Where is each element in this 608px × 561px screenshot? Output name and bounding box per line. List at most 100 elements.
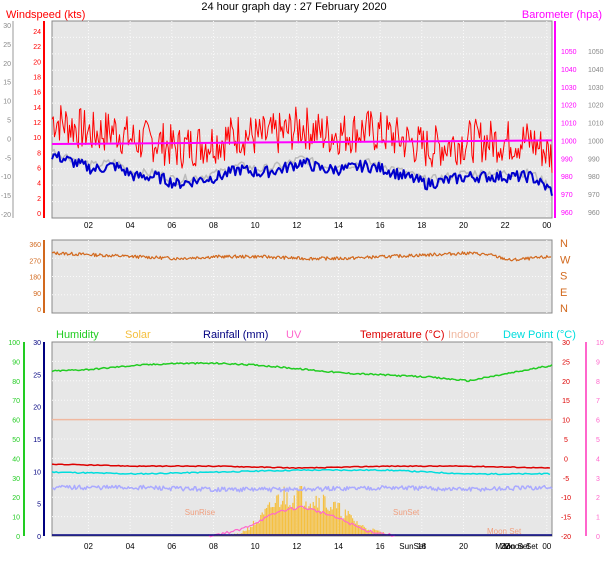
- baro-y-tick-label: 990: [561, 156, 573, 163]
- rain-y-tick-label: 15: [33, 437, 41, 444]
- rain-y-tick-label: 0: [37, 534, 41, 541]
- temperature-panel: 0102030405060708090100051015202530-20-15…: [8, 329, 604, 551]
- uv-y-tick-label: 1: [596, 515, 600, 522]
- temp-y-tick-label: 10: [562, 418, 570, 425]
- outer-right-tick-label: 980: [588, 174, 600, 181]
- temperature-x-tick-label: 12: [292, 542, 301, 551]
- direction-compass-label: E: [560, 287, 567, 299]
- wind-y-tick-label: 0: [37, 211, 41, 218]
- temperature-legend-label: Rainfall (mm): [203, 329, 268, 341]
- wind-x-tick-label: 04: [126, 221, 135, 230]
- temperature-x-tick-label: 00: [542, 542, 551, 551]
- temp-y-tick-label: 20: [562, 379, 570, 386]
- wind-direction-line: [51, 251, 552, 262]
- temp-y-tick-label: -10: [561, 495, 571, 502]
- wind-x-tick-label: 22: [501, 221, 510, 230]
- rain-y-tick-label: 25: [33, 372, 41, 379]
- outer-left-tick-label: -20: [1, 212, 11, 219]
- direction-compass-label: S: [560, 271, 567, 283]
- direction-y-tick-label: 270: [29, 258, 41, 265]
- outer-left-tick-label: 20: [3, 61, 11, 68]
- temperature-x-tick-label: 10: [251, 542, 260, 551]
- outer-right-tick-label: 1030: [588, 85, 604, 92]
- outer-right-tick-label: 970: [588, 192, 600, 199]
- uv-y-tick-label: 6: [596, 418, 600, 425]
- wind-x-tick-label: 14: [334, 221, 343, 230]
- rain-y-tick-label: 10: [33, 469, 41, 476]
- chart-title: 24 hour graph day : 27 February 2020: [201, 1, 386, 13]
- wind-chill-line: [51, 484, 553, 493]
- chart-annotation: SunRise: [185, 508, 216, 517]
- humidity-y-tick-label: 20: [12, 495, 20, 502]
- humidity-y-tick-label: 90: [12, 359, 20, 366]
- wind-y-tick-label: 4: [37, 181, 41, 188]
- wind-x-tick-label: 18: [417, 221, 426, 230]
- temp-y-tick-label: -5: [563, 476, 569, 483]
- chart-annotation: Moon Set: [495, 542, 530, 551]
- outer-left-tick-label: 30: [3, 23, 11, 30]
- temp-y-tick-label: 0: [564, 456, 568, 463]
- uv-y-tick-label: 0: [596, 534, 600, 541]
- outer-left-tick-label: 25: [3, 42, 11, 49]
- wind-y-tick-label: 12: [33, 120, 41, 127]
- temperature-x-tick-label: 22: [501, 542, 510, 551]
- temperature-x-tick-label: 14: [334, 542, 343, 551]
- uv-y-tick-label: 9: [596, 359, 600, 366]
- baro-y-tick-label: 980: [561, 174, 573, 181]
- wind-y-tick-label: 14: [33, 105, 41, 112]
- temperature-x-tick-label: 20: [459, 542, 468, 551]
- temperature-x-tick-label: 16: [376, 542, 385, 551]
- humidity-y-tick-label: 0: [16, 534, 20, 541]
- outer-right-tick-label: 1050: [588, 49, 604, 56]
- outer-left-tick-label: -10: [1, 174, 11, 181]
- temperature-x-tick-label: 06: [167, 542, 176, 551]
- humidity-y-tick-label: 70: [12, 398, 20, 405]
- temperature-legend-label: Dew Point (°C): [503, 329, 576, 341]
- wind-y-tick-label: 8: [37, 150, 41, 157]
- uv-y-tick-label: 2: [596, 495, 600, 502]
- temperature-legend-label: Humidity: [56, 329, 99, 341]
- temperature-line: [51, 463, 550, 470]
- outer-right-tick-label: 960: [588, 210, 600, 217]
- humidity-y-tick-label: 50: [12, 437, 20, 444]
- rain-y-tick-label: 5: [37, 502, 41, 509]
- outer-left-tick-label: -5: [5, 155, 11, 162]
- baro-y-tick-label: 1030: [561, 85, 577, 92]
- wind-x-tick-label: 00: [542, 221, 551, 230]
- wind-legend-label: Windspeed (kts): [6, 9, 85, 21]
- baro-y-tick-label: 1020: [561, 103, 577, 110]
- outer-right-tick-label: 990: [588, 156, 600, 163]
- direction-y-tick-label: 180: [29, 275, 41, 282]
- outer-right-tick-label: 1040: [588, 67, 604, 74]
- baro-y-tick-label: 1000: [561, 138, 577, 145]
- outer-left-tick-label: -15: [1, 193, 11, 200]
- temperature-x-tick-label: 04: [126, 542, 135, 551]
- temperature-x-tick-label: 08: [209, 542, 218, 551]
- wind-y-tick-label: 20: [33, 59, 41, 66]
- direction-compass-label: N: [560, 238, 568, 250]
- temp-y-tick-label: -15: [561, 515, 571, 522]
- temp-y-tick-label: 25: [562, 359, 570, 366]
- baro-y-tick-label: 1050: [561, 49, 577, 56]
- direction-y-tick-label: 0: [37, 307, 41, 314]
- dew-point-line: [51, 468, 551, 476]
- uv-y-tick-label: 10: [596, 340, 604, 347]
- wind-x-tick-label: 16: [376, 221, 385, 230]
- chart-annotation: SunSet: [393, 508, 420, 517]
- humidity-y-tick-label: 30: [12, 476, 20, 483]
- temp-y-tick-label: 5: [564, 437, 568, 444]
- wind-x-tick-label: 06: [167, 221, 176, 230]
- outer-right-tick-label: 1010: [588, 121, 604, 128]
- baro-y-tick-label: 970: [561, 192, 573, 199]
- wind-x-tick-label: 10: [251, 221, 260, 230]
- baro-y-tick-label: 960: [561, 210, 573, 217]
- wind-y-tick-label: 6: [37, 166, 41, 173]
- uv-y-tick-label: 7: [596, 398, 600, 405]
- uv-y-tick-label: 5: [596, 437, 600, 444]
- uv-line: [207, 505, 397, 538]
- wind-x-tick-label: 12: [292, 221, 301, 230]
- wind-y-tick-label: 22: [33, 44, 41, 51]
- outer-right-tick-label: 1020: [588, 103, 604, 110]
- barometer-line: [51, 139, 553, 145]
